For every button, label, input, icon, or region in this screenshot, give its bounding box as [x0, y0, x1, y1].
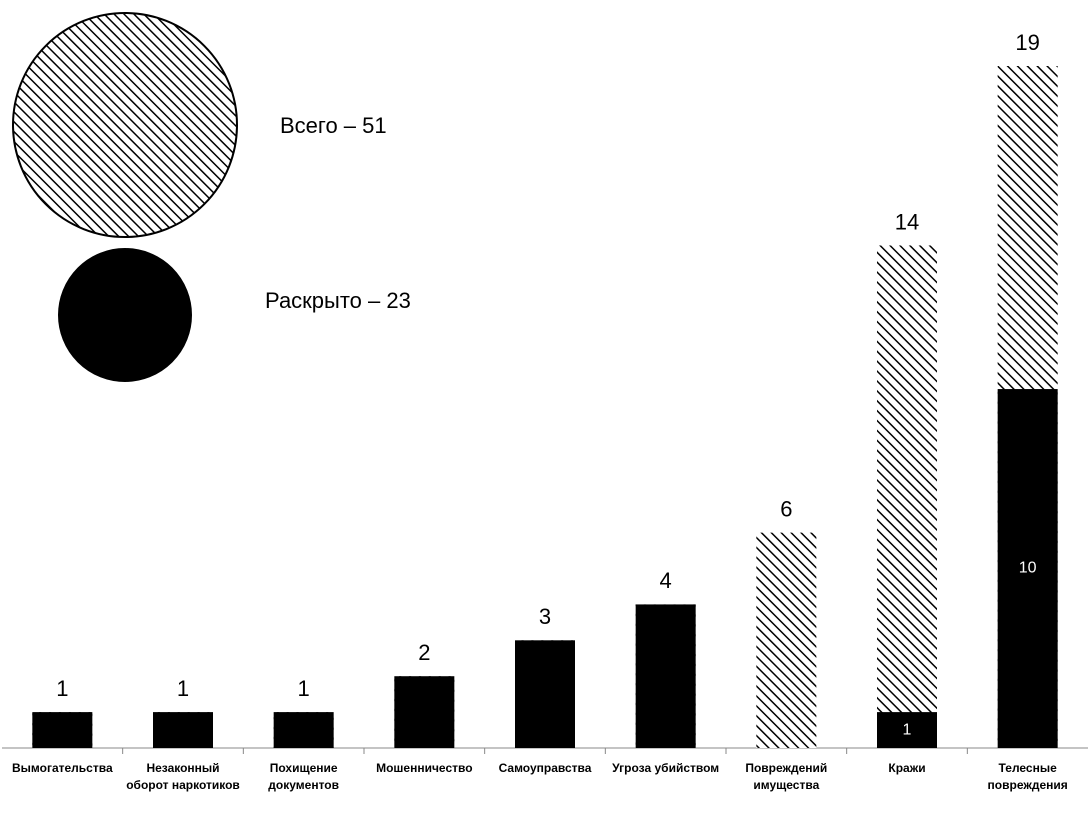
- bar-solved: [997, 389, 1058, 748]
- x-tick-label: Мошенничество: [376, 761, 473, 775]
- value-label-solved: 10: [1019, 560, 1037, 577]
- legend-label: Всего – 51: [280, 113, 387, 138]
- bar-solved: [877, 712, 937, 748]
- value-label-solved: 1: [903, 721, 912, 738]
- value-label: 3: [539, 604, 551, 629]
- value-label: 19: [1015, 30, 1039, 55]
- x-tick-label: Похищение документов: [268, 761, 339, 792]
- bar-total: [877, 245, 937, 748]
- value-label: 6: [780, 496, 792, 521]
- x-tick-label: Самоуправства: [498, 761, 592, 775]
- x-tick-label: Кражи: [888, 761, 926, 775]
- bar-solved: [153, 712, 213, 748]
- value-label: 1: [298, 676, 310, 701]
- value-label: 2: [418, 640, 430, 665]
- value-label: 1: [177, 676, 189, 701]
- value-label: 4: [660, 568, 672, 593]
- bar-solved: [32, 712, 93, 748]
- legend-marker: [58, 248, 192, 382]
- x-tick-label: Телесные повреждения: [987, 761, 1068, 792]
- x-tick-label: Незаконный оборот наркотиков: [126, 761, 240, 792]
- bar-solved: [635, 604, 696, 748]
- value-label: 1: [56, 676, 68, 701]
- bar-solved: [394, 676, 455, 748]
- value-label: 14: [895, 209, 919, 234]
- bar-solved: [273, 712, 334, 748]
- legend-label: Раскрыто – 23: [265, 288, 411, 313]
- bar-solved: [515, 640, 575, 748]
- x-tick-label: Повреждений имущества: [745, 761, 828, 792]
- legend-marker: [12, 12, 238, 238]
- x-tick-label: Вымогательства: [12, 761, 113, 775]
- bar-total: [756, 532, 817, 748]
- x-tick-label: Угроза убийством: [612, 761, 720, 775]
